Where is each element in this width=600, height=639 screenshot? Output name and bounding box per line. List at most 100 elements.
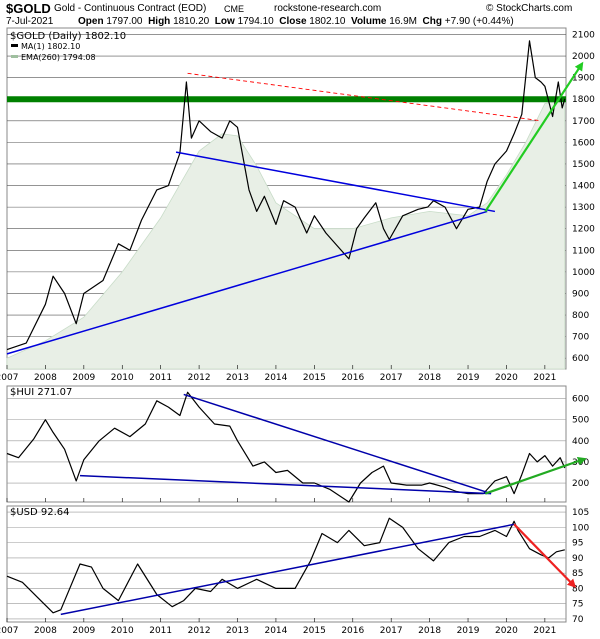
x-tick-label: 2016 xyxy=(341,373,364,383)
ohlc-readout: Open 1797.00 High 1810.20 Low 1794.10 Cl… xyxy=(78,16,514,27)
stockcharts-logo: © StockCharts.com xyxy=(486,3,573,14)
x-tick-label: 2011 xyxy=(149,626,172,636)
chart-header: $GOLD Gold - Continuous Contract (EOD) C… xyxy=(0,0,600,27)
close-label: Close xyxy=(279,16,307,27)
price-line-hui xyxy=(6,391,566,503)
trendline xyxy=(60,523,515,616)
x-tick-label: 2008 xyxy=(34,626,57,636)
y-tick-label: 90 xyxy=(572,554,584,564)
trend-arrow xyxy=(513,523,577,588)
y-tick-label: 95 xyxy=(572,539,583,549)
high-value: 1810.20 xyxy=(173,16,210,27)
x-tick-label: 2010 xyxy=(111,626,134,636)
legend-swatch xyxy=(11,55,18,58)
x-tick-label: 2013 xyxy=(226,626,249,636)
x-tick-label: 2017 xyxy=(380,626,403,636)
x-tick-label: 2016 xyxy=(341,626,364,636)
y-tick-label: 2000 xyxy=(572,52,595,62)
trendline xyxy=(183,393,492,495)
x-tick-label: 2021 xyxy=(533,626,556,636)
trendline xyxy=(79,474,492,495)
date-label: 7-Jul-2021 xyxy=(6,16,54,27)
price-line-main xyxy=(6,40,566,351)
x-tick-label: 2020 xyxy=(495,626,518,636)
x-tick-label: 2012 xyxy=(188,373,211,383)
close-value: 1802.10 xyxy=(309,16,346,27)
y-tick-label: 1300 xyxy=(572,203,595,213)
y-tick-label: 800 xyxy=(572,311,589,321)
panel-title: $USD 92.64 xyxy=(10,507,70,518)
exchange-label: CME xyxy=(224,4,244,14)
y-tick-label: 400 xyxy=(572,437,589,447)
x-tick-label: 2012 xyxy=(188,626,211,636)
x-tick-label: 2021 xyxy=(533,373,556,383)
x-tick-label: 2018 xyxy=(418,626,441,636)
website-label: rockstone-research.com xyxy=(274,3,382,14)
y-tick-label: 2100 xyxy=(572,30,595,40)
legend-swatch xyxy=(11,44,18,47)
y-tick-label: 700 xyxy=(572,333,589,343)
low-value: 1794.10 xyxy=(237,16,274,27)
panel-title: $HUI 271.07 xyxy=(10,387,72,398)
x-tick-label: 2019 xyxy=(457,373,480,383)
x-tick-label: 2019 xyxy=(457,626,480,636)
x-tick-label: 2011 xyxy=(149,373,172,383)
low-label: Low xyxy=(214,16,235,27)
x-tick-label: 2018 xyxy=(418,373,441,383)
x-tick-label: 2014 xyxy=(264,626,287,636)
chg-value: +7.90 (+0.44%) xyxy=(444,16,514,27)
x-tick-label: 2015 xyxy=(303,626,326,636)
trend-arrow xyxy=(484,61,584,213)
y-tick-label: 80 xyxy=(572,584,584,594)
chg-label: Chg xyxy=(422,16,442,27)
x-tick-label: 2007 xyxy=(0,373,18,383)
x-tick-label: 2009 xyxy=(72,373,95,383)
x-tick-label: 2017 xyxy=(380,373,403,383)
y-tick-label: 1600 xyxy=(572,138,595,148)
x-tick-label: 2015 xyxy=(303,373,326,383)
panel-title: $GOLD (Daily) 1802.10 xyxy=(10,31,126,42)
instrument-name: Gold - Continuous Contract (EOD) xyxy=(54,3,207,14)
trendline xyxy=(187,72,542,122)
open-value: 1797.00 xyxy=(106,16,143,27)
y-tick-label: 1800 xyxy=(572,95,595,105)
y-tick-label: 1200 xyxy=(572,225,595,235)
price-line-usd xyxy=(6,517,565,614)
y-tick-label: 85 xyxy=(572,569,583,579)
ema-260-area xyxy=(6,100,566,370)
legend-label: EMA(260) 1794.08 xyxy=(21,53,96,62)
y-tick-label: 600 xyxy=(572,395,589,405)
y-tick-label: 1700 xyxy=(572,117,595,127)
trendline xyxy=(6,210,488,355)
volume-label: Volume xyxy=(351,16,387,27)
trend-arrow xyxy=(484,456,587,495)
legend-label: MA(1) 1802.10 xyxy=(21,42,80,51)
x-tick-label: 2020 xyxy=(495,373,518,383)
y-tick-label: 1900 xyxy=(572,74,595,84)
y-tick-label: 70 xyxy=(572,615,584,625)
y-tick-label: 1500 xyxy=(572,160,595,170)
open-label: Open xyxy=(78,16,104,27)
y-tick-label: 1000 xyxy=(572,268,595,278)
y-tick-label: 200 xyxy=(572,479,589,489)
panel-usd: 70 75 80 85 90 95 100 105 $USD 92.64 2007 2008 2009… xyxy=(0,505,589,636)
y-tick-label: 600 xyxy=(572,354,589,364)
volume-value: 16.9M xyxy=(389,16,417,27)
panel-main: 600 700 800 900 1000 1100 1200 1300 1400 1500 1600… xyxy=(0,27,595,383)
y-tick-label: 1100 xyxy=(572,246,595,256)
symbol-label: $GOLD xyxy=(6,1,51,16)
x-tick-label: 2008 xyxy=(34,373,57,383)
x-tick-label: 2013 xyxy=(226,373,249,383)
x-tick-label: 2009 xyxy=(72,626,95,636)
y-tick-label: 105 xyxy=(572,508,589,518)
panel-frame xyxy=(6,505,567,623)
trendline xyxy=(175,151,496,213)
x-tick-label: 2014 xyxy=(264,373,287,383)
panel-frame xyxy=(6,385,567,503)
x-tick-label: 2007 xyxy=(0,626,18,636)
y-tick-label: 75 xyxy=(572,600,583,610)
x-tick-label: 2010 xyxy=(111,373,134,383)
high-label: High xyxy=(148,16,171,27)
